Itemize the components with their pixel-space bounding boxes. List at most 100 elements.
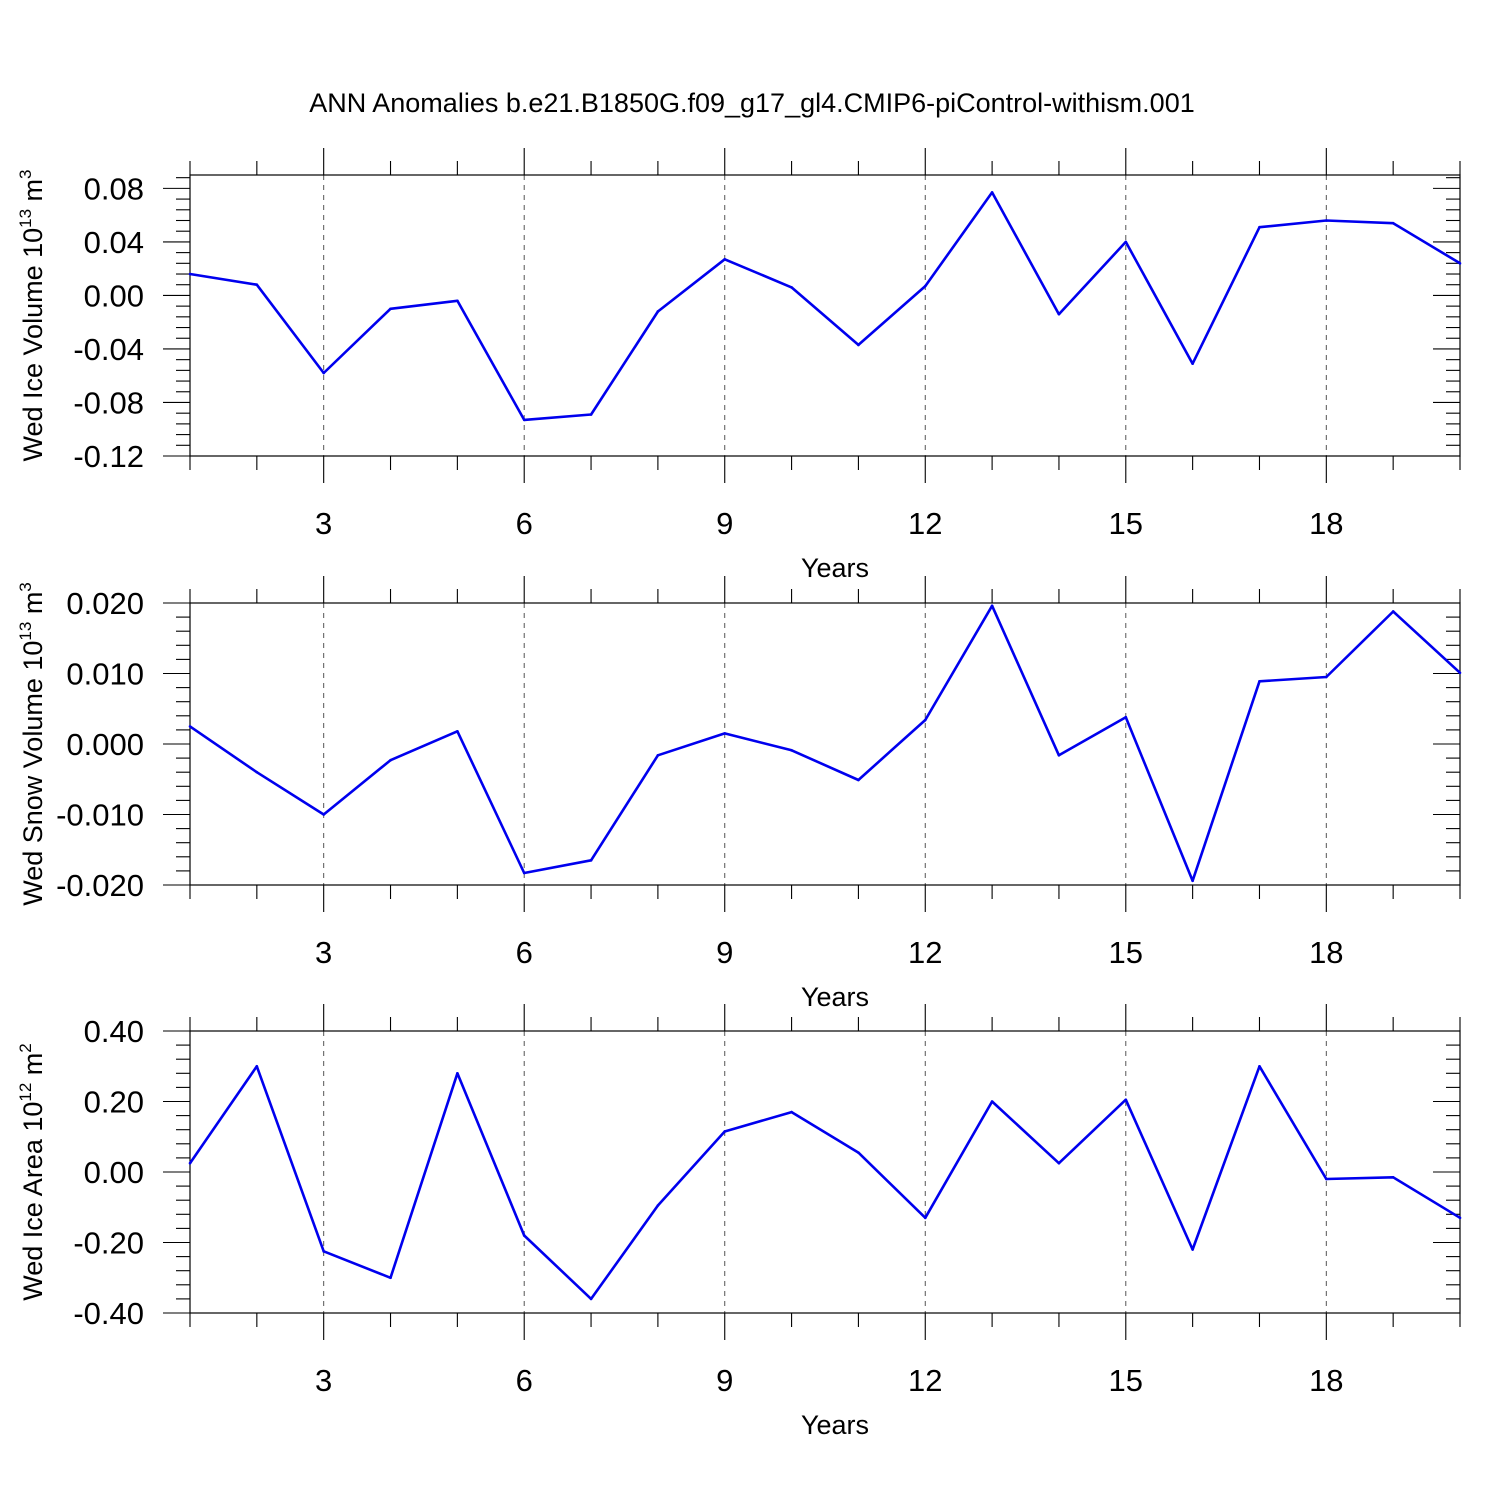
data-point (522, 418, 526, 422)
data-point (589, 1297, 593, 1301)
x-axis-label: Years (801, 982, 869, 1012)
y-tick-label: 0.00 (84, 1155, 144, 1190)
plot-frame (189, 602, 1461, 886)
chart-panel-3: 3 6 9 12 15 18 -0.40 -0.20 0.00 0.20 0.40 Years Wed … (16, 1004, 1462, 1440)
x-tick-label: 3 (315, 1363, 332, 1398)
data-point (188, 1161, 192, 1165)
data-point (522, 1234, 526, 1237)
data-point (255, 283, 259, 287)
data-point (923, 718, 927, 722)
data-point (188, 725, 192, 728)
y-tick-label: 0.08 (84, 171, 144, 206)
data-point (1191, 879, 1194, 883)
y-axis-label: Wed Ice Area 1012 m2 (16, 1043, 48, 1301)
data-point (857, 343, 860, 347)
data-point (1057, 1161, 1061, 1165)
chart-panel-2: 3 6 9 12 15 18 -0.020 -0.010 0.000 0.010 0.020 Year… (16, 576, 1462, 1012)
y-tick-label: -0.20 (73, 1226, 144, 1261)
figure-title: ANN Anomalies b.e21.B1850G.f09_g17_gl4.C… (309, 88, 1194, 118)
data-point (656, 753, 660, 757)
data-point (857, 1151, 860, 1154)
data-point (656, 1204, 660, 1207)
data-point (589, 859, 593, 862)
x-tick-label: 12 (908, 935, 942, 970)
x-axis-label: Years (801, 553, 869, 583)
data-point (1124, 240, 1128, 244)
data-point (1458, 1216, 1462, 1220)
data-point (790, 749, 793, 752)
x-tick-label: 6 (516, 935, 533, 970)
y-tick-label: -0.010 (56, 798, 144, 833)
data-point (923, 284, 927, 288)
data-point (1458, 671, 1462, 675)
data-point (990, 1100, 994, 1103)
data-point (456, 299, 459, 303)
x-tick-label: 15 (1109, 506, 1143, 541)
x-tick-label: 15 (1109, 1363, 1143, 1398)
chart-panel-1: 3 6 9 12 15 18 -0.12 -0.08 -0.04 0.00 0.04 0.08 Year… (16, 148, 1462, 583)
data-point (1325, 219, 1328, 222)
y-tick-label: 0.00 (84, 278, 144, 313)
data-point (389, 758, 392, 762)
x-tick-label: 15 (1109, 935, 1143, 970)
data-point (656, 310, 660, 313)
data-point (723, 1130, 727, 1133)
data-point (456, 1072, 459, 1075)
x-tick-label: 12 (908, 1363, 942, 1398)
x-tick-label: 3 (315, 935, 332, 970)
data-point (1325, 1177, 1328, 1181)
data-point (389, 307, 392, 311)
data-point (1391, 610, 1395, 613)
x-tick-label: 9 (716, 1363, 733, 1398)
x-tick-label: 6 (516, 506, 533, 541)
x-tick-label: 3 (315, 506, 332, 541)
data-point (790, 286, 793, 289)
data-point (389, 1276, 392, 1280)
y-axis-label: Wed Ice Volume 1013 m3 (16, 169, 48, 461)
y-tick-label: -0.12 (73, 439, 144, 474)
y-tick-label: -0.08 (73, 385, 144, 420)
data-point (1258, 679, 1261, 683)
plot-frame (189, 1030, 1461, 1314)
data-point (255, 770, 259, 774)
y-tick-label: 0.000 (66, 727, 144, 762)
data-point (1191, 1248, 1194, 1251)
data-point (1258, 1064, 1261, 1068)
panels: 3 6 9 12 15 18 -0.12 -0.08 -0.04 0.00 0.04 0.08 Year… (16, 148, 1462, 1440)
series-line (189, 604, 1461, 883)
x-tick-label: 9 (716, 506, 733, 541)
y-tick-label: -0.04 (73, 332, 144, 367)
data-point (322, 813, 325, 816)
x-tick-label: 9 (716, 935, 733, 970)
data-point (990, 604, 994, 608)
data-point (1057, 753, 1061, 757)
data-point (522, 871, 526, 875)
plot-frame (189, 174, 1461, 457)
data-point (456, 730, 459, 733)
data-point (790, 1110, 793, 1114)
y-tick-label: -0.40 (73, 1296, 144, 1331)
data-point (1391, 1175, 1395, 1179)
data-point (1057, 312, 1061, 316)
y-tick-label: 0.20 (84, 1085, 144, 1120)
data-point (990, 191, 994, 194)
x-tick-label: 18 (1309, 935, 1343, 970)
series-line (188, 1065, 1461, 1301)
data-point (857, 778, 860, 782)
data-point (1124, 1098, 1128, 1102)
data-point (1191, 362, 1194, 365)
data-point (322, 1250, 325, 1253)
data-point (1458, 262, 1462, 265)
data-point (1124, 715, 1128, 719)
x-tick-label: 6 (516, 1363, 533, 1398)
data-point (923, 1216, 927, 1220)
y-tick-label: 0.04 (84, 225, 144, 260)
x-tick-label: 18 (1309, 1363, 1343, 1398)
data-point (255, 1064, 259, 1068)
data-point (723, 732, 727, 735)
x-axis-label: Years (801, 1410, 869, 1440)
x-tick-label: 12 (908, 506, 942, 541)
data-point (723, 258, 727, 261)
data-point (589, 413, 593, 416)
